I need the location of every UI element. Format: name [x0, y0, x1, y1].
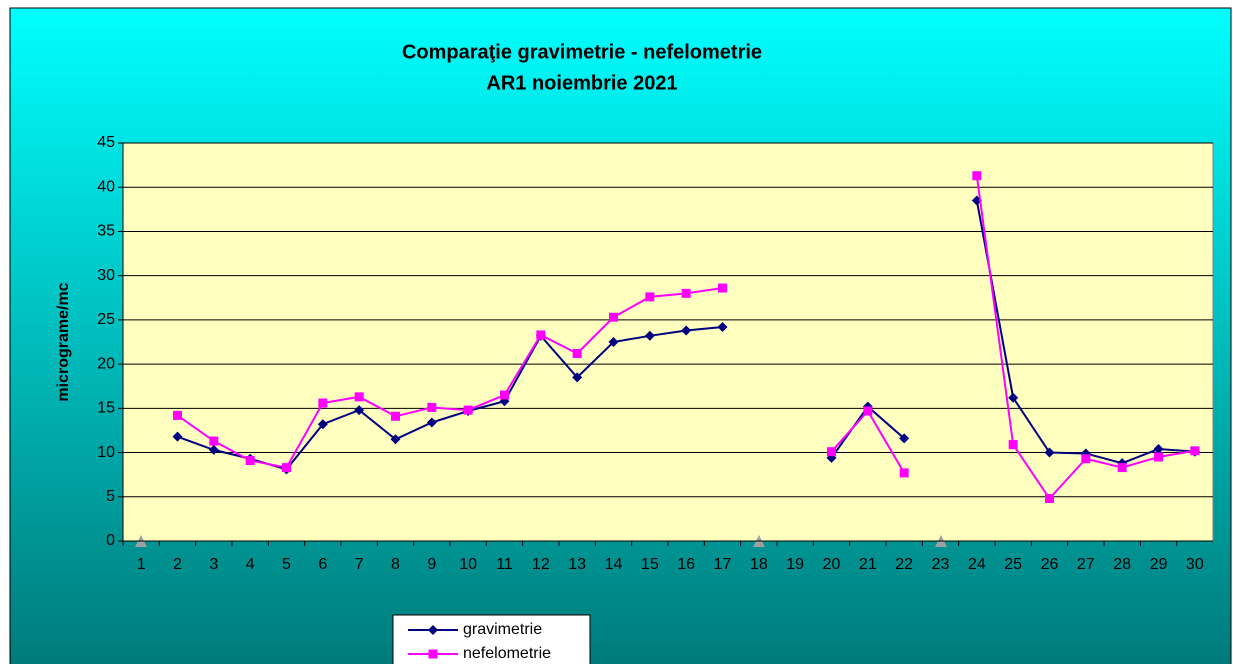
y-tick-label: 45 [97, 134, 115, 151]
data-point [463, 405, 473, 415]
x-tick-label: 30 [1186, 556, 1204, 573]
data-point [1154, 452, 1163, 462]
x-tick-label: 21 [859, 556, 877, 573]
y-tick-label: 5 [106, 488, 115, 505]
data-point [644, 330, 655, 341]
x-tick-label: 29 [1150, 556, 1168, 573]
data-point [209, 436, 219, 446]
data-point [717, 321, 728, 332]
x-tick-label: 16 [677, 556, 695, 573]
data-point [1153, 444, 1164, 455]
x-tick-label: 10 [459, 556, 477, 573]
y-tick-label: 20 [97, 355, 115, 372]
legend [392, 614, 591, 668]
x-tick-label: 28 [1113, 556, 1131, 573]
data-point [1081, 454, 1091, 464]
y-tick-label: 0 [106, 532, 115, 549]
x-tick-label: 5 [282, 556, 291, 573]
y-tick-label: 10 [97, 444, 115, 461]
x-tick-label: 24 [968, 556, 986, 573]
x-tick-label: 2 [173, 556, 182, 573]
data-point [500, 390, 509, 400]
x-tick-label: 23 [932, 556, 950, 573]
data-point [1190, 446, 1200, 456]
data-point [608, 337, 619, 347]
data-point [317, 419, 328, 430]
x-tick-label: 13 [568, 556, 586, 573]
x-tick-label: 14 [605, 556, 623, 573]
data-point [354, 405, 365, 416]
legend-marker [428, 625, 438, 635]
x-tick-label: 9 [427, 556, 436, 573]
data-point [426, 417, 437, 428]
data-point [390, 434, 401, 445]
plot-area [122, 142, 1214, 542]
x-tick-label: 22 [895, 556, 913, 573]
legend-marker [428, 649, 438, 659]
data-point [245, 456, 255, 466]
data-point [208, 444, 219, 455]
x-tick-label: 8 [391, 556, 400, 573]
data-point [318, 398, 328, 408]
x-tick-label: 18 [750, 556, 768, 573]
y-tick-label: 35 [97, 223, 115, 240]
x-tick-label: 26 [1041, 556, 1059, 573]
legend-label: nefelometrie [463, 645, 551, 662]
y-tick-label: 30 [97, 267, 115, 284]
data-point [354, 392, 364, 402]
data-point [572, 348, 582, 358]
x-tick-label: 27 [1077, 556, 1095, 573]
data-point [899, 468, 909, 478]
x-tick-label: 7 [355, 556, 364, 573]
y-tick-label: 25 [97, 311, 115, 328]
y-tick-label: 40 [97, 178, 115, 195]
data-point [1044, 447, 1055, 458]
data-point [681, 325, 692, 336]
data-point [1117, 463, 1127, 473]
data-point [972, 171, 982, 181]
x-tick-label: 6 [318, 556, 327, 573]
data-point [1008, 392, 1019, 403]
data-point [1008, 440, 1018, 450]
y-tick-label: 15 [97, 400, 115, 417]
data-point [282, 463, 291, 473]
data-point [172, 431, 183, 442]
data-point [427, 402, 437, 412]
y-axis-label: micrograme/mc [55, 282, 72, 401]
data-point [718, 283, 727, 293]
legend-label: gravimetrie [463, 621, 542, 638]
data-point [609, 312, 618, 322]
x-tick-label: 11 [496, 556, 513, 573]
x-tick-label: 17 [714, 556, 732, 573]
x-tick-label: 4 [246, 556, 255, 573]
data-point [572, 372, 583, 383]
x-tick-label: 19 [786, 556, 804, 573]
data-point [173, 410, 182, 420]
chart-title: Comparaţie gravimetrie - nefelometrie [402, 41, 762, 63]
x-tick-label: 1 [137, 556, 146, 573]
data-point [863, 406, 873, 416]
data-point [536, 330, 546, 340]
x-tick-label: 25 [1004, 556, 1022, 573]
x-tick-label: 3 [209, 556, 218, 573]
data-point [827, 447, 836, 457]
data-point [899, 433, 910, 444]
data-point [681, 288, 691, 298]
x-tick-label: 12 [532, 556, 550, 573]
chart-subtitle: AR1 noiembrie 2021 [486, 72, 677, 94]
data-point [391, 411, 400, 421]
x-tick-label: 20 [823, 556, 841, 573]
data-point [1045, 494, 1054, 504]
data-point [645, 292, 655, 302]
x-tick-label: 15 [641, 556, 659, 573]
